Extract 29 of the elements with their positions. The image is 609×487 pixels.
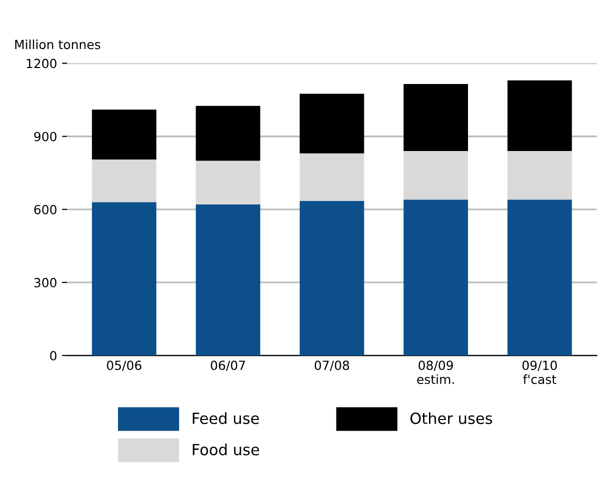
bar <box>507 80 572 151</box>
x-tick-label: 09/10 f'cast <box>522 360 557 384</box>
bar <box>507 150 572 200</box>
bar <box>507 200 572 356</box>
x-tick-label: 05/06 <box>106 360 142 372</box>
legend-label: Other uses <box>410 412 492 424</box>
bar <box>196 204 260 356</box>
bar <box>404 84 468 151</box>
legend-label: Food use <box>192 444 260 456</box>
y-tick-label: 0 <box>50 350 56 360</box>
bar <box>196 160 260 205</box>
y-tick-label: 1200 <box>26 58 56 68</box>
bar <box>300 153 364 201</box>
bar <box>196 106 260 161</box>
x-tick-label: 07/08 <box>314 360 350 372</box>
bar <box>92 159 156 202</box>
y-tick-label: 300 <box>34 278 56 288</box>
legend-label: Feed use <box>192 412 259 424</box>
bar <box>92 110 156 160</box>
y-tick-label: 600 <box>34 204 56 214</box>
y-axis-title: Million tonnes <box>15 40 100 50</box>
x-tick-label: 06/07 <box>210 360 245 372</box>
bar <box>300 200 364 356</box>
x-tick-label: 08/09 estim. <box>417 360 454 384</box>
y-tick-label: 900 <box>34 132 56 142</box>
bar <box>300 94 364 154</box>
bar <box>92 202 156 356</box>
bar <box>404 150 468 200</box>
bar <box>404 200 468 356</box>
